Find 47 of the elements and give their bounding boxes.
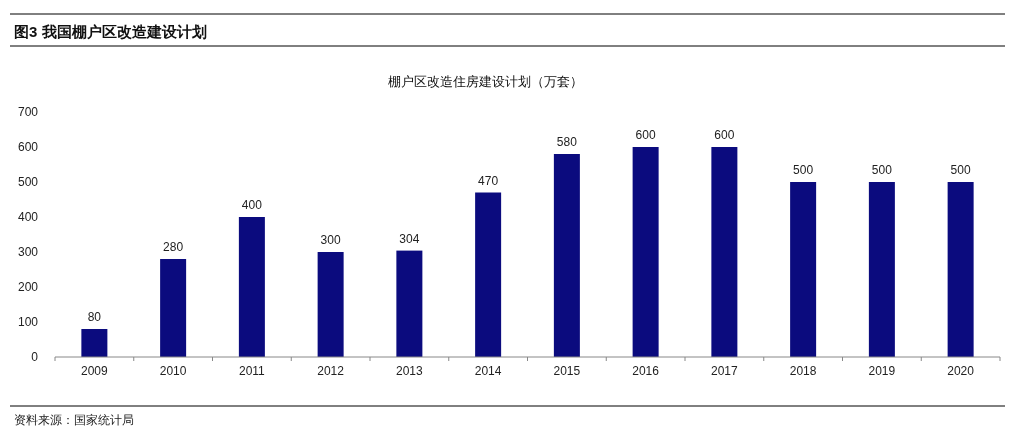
data-label: 500	[793, 163, 814, 177]
x-tick-label: 2015	[553, 364, 581, 378]
data-label: 470	[478, 173, 499, 188]
text: 资料来源：国家统计局	[14, 413, 134, 427]
bar	[632, 147, 659, 357]
bar	[947, 182, 974, 357]
bar	[160, 259, 187, 357]
bar	[790, 182, 817, 357]
y-tick-label: 400	[17, 210, 39, 224]
data-label: 400	[241, 198, 263, 212]
data-label: 600	[714, 128, 735, 142]
y-tick-label: 600	[17, 140, 39, 154]
data-label: 304	[399, 231, 420, 246]
y-tick-label: 500	[17, 175, 39, 189]
data-label: 80	[87, 310, 102, 324]
bar	[238, 217, 265, 357]
x-tick-label: 2010	[159, 364, 187, 378]
x-tick-label: 2011	[238, 364, 266, 378]
x-tick-label: 2016	[632, 364, 660, 378]
x-tick-label: 2018	[789, 364, 817, 378]
bar	[396, 250, 423, 357]
chart-title: 图3 我国棚户区改造建设计划	[14, 23, 207, 40]
data-label: 300	[320, 233, 341, 247]
bar	[475, 192, 502, 357]
y-tick-label: 200	[17, 280, 39, 294]
data-label: 600	[635, 128, 656, 142]
x-tick-label: 2017	[711, 364, 739, 378]
y-tick-label: 300	[17, 245, 39, 259]
x-tick-label: 2009	[81, 364, 109, 378]
x-tick-label: 2019	[868, 364, 896, 378]
bar	[868, 182, 895, 357]
x-tick-label: 2012	[317, 364, 345, 378]
x-tick-label: 2013	[396, 364, 424, 378]
data-label: 580	[556, 135, 578, 149]
y-tick-label: 700	[17, 105, 39, 119]
x-tick-label: 2020	[947, 364, 975, 378]
x-tick-label: 2014	[474, 364, 502, 378]
data-label: 280	[163, 240, 184, 254]
bar	[553, 154, 580, 357]
chart-subtitle: 棚户区改造住房建设计划（万套）	[387, 74, 583, 89]
y-tick-label: 0	[31, 350, 39, 364]
y-tick-label: 100	[17, 315, 39, 329]
bar	[81, 329, 108, 357]
bar	[711, 147, 738, 357]
data-label: 500	[871, 163, 893, 177]
data-label: 500	[950, 163, 971, 177]
bar	[317, 252, 344, 357]
